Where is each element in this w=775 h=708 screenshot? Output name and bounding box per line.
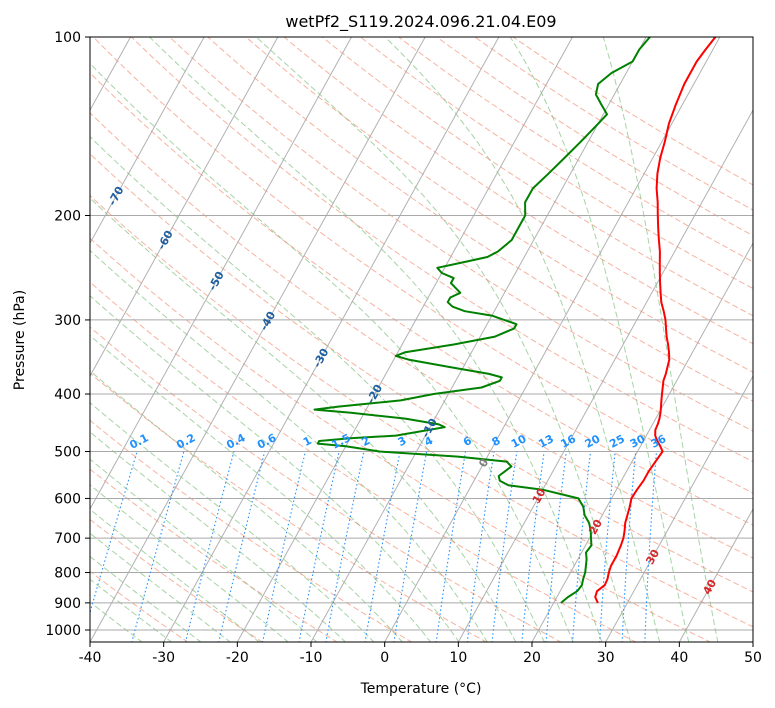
isotherm-line: [457, 109, 753, 642]
mixing-ratio-line: [521, 451, 545, 642]
mixing-ratio-line: [218, 451, 266, 642]
moist-adiabat-line: [90, 370, 403, 642]
mixing-ratio-label: 10: [509, 432, 529, 451]
y-tick-label: 500: [54, 444, 81, 460]
isotherm-line: [90, 37, 426, 642]
y-tick-label: 600: [54, 491, 81, 507]
dry-adiabat-line: [90, 281, 637, 642]
x-tick-label: -40: [79, 650, 102, 666]
dry-adiabat-line: [245, 37, 753, 373]
isotherm-line: [90, 37, 205, 245]
dry-adiabat-line: [512, 37, 753, 186]
pressure-gridlines: [90, 37, 753, 631]
x-tick-label: 50: [744, 650, 762, 666]
y-tick-label: 200: [54, 209, 81, 225]
mixing-ratio-line: [435, 451, 467, 642]
y-tick-label: 300: [54, 313, 81, 329]
mixing-ratio-label: 30: [628, 432, 648, 451]
mixing-ratio-line: [185, 451, 235, 642]
moist-adiabat-line: [602, 37, 719, 642]
mixing-ratio-line: [491, 451, 518, 642]
y-tick-label: 900: [54, 596, 81, 612]
moist-adiabat-line: [255, 37, 632, 642]
moist-adiabat-line: [90, 402, 375, 642]
isotherm-line: [531, 242, 753, 642]
isotherm-line: [384, 37, 721, 642]
y-tick-label: 1000: [45, 623, 81, 639]
x-tick-label: -10: [300, 650, 323, 666]
dry-adiabat-line: [90, 194, 753, 628]
x-tick-label: -20: [226, 650, 249, 666]
axes: -40 -30 -20 -10 0 10 20 30 40 50 100 200 300 400 500 60…: [45, 30, 762, 666]
moist-adiabat-line: [149, 37, 603, 642]
dry-adiabat-line: [90, 419, 413, 642]
dry-adiabat-line: [90, 326, 562, 642]
x-tick-label: 40: [670, 650, 688, 666]
mixing-ratio-line: [364, 451, 401, 642]
moist-adiabat-line: [90, 508, 260, 642]
moist-adiabat-line: [509, 37, 690, 642]
dry-adiabat-line: [90, 468, 338, 642]
x-tick-label: 0: [380, 650, 389, 666]
mixing-ratio-line: [393, 451, 428, 642]
mixing-ratio-line: [325, 451, 365, 642]
mixing-ratio-label: 36: [649, 432, 669, 451]
y-tick-label: 100: [54, 30, 81, 46]
y-tick-label: 800: [54, 566, 81, 582]
moist-adiabat-line: [90, 249, 488, 642]
isotherm-line: [678, 508, 753, 642]
mixing-ratio-line: [466, 451, 495, 642]
moist-adiabat-line: [90, 295, 460, 642]
isotherm-line: [163, 37, 500, 642]
x-tick-label: 20: [523, 650, 541, 666]
dry-adiabat-line: [90, 112, 753, 559]
mixing-ratio-label: 25: [607, 432, 627, 451]
y-tick-label: 700: [54, 531, 81, 547]
dry-adiabat-line: [321, 37, 753, 317]
x-tick-label: 30: [597, 650, 615, 666]
isotherm-line: [605, 375, 753, 642]
moist-adiabat-line: [90, 532, 231, 642]
dewpoint-trace: [313, 37, 651, 604]
moist-adiabat-line: [90, 197, 517, 642]
dry-adiabat-line: [283, 37, 753, 345]
dry-adiabats: [90, 37, 753, 642]
mixing-ratio-label: 16: [558, 432, 578, 451]
x-tick-label: -30: [152, 650, 175, 666]
mixing-ratio-line: [298, 451, 340, 642]
mixing-ratio-line: [131, 451, 185, 642]
mixing-ratio-label: 20: [583, 432, 603, 451]
plot-frame: [89, 36, 754, 643]
mixing-ratio-label: 13: [536, 432, 556, 451]
dry-adiabat-line: [90, 72, 753, 526]
mixing-ratio-line: [262, 451, 306, 642]
dry-adiabat-line: [90, 153, 753, 593]
plot-area: -100-90-80-70-60-50-40-30-20-10010203040…: [90, 37, 753, 642]
dry-adiabat-line: [169, 37, 753, 432]
moist-adiabat-line: [90, 431, 347, 642]
sounding-traces: [313, 37, 717, 604]
temperature-trace: [594, 37, 717, 604]
moist-adiabat-line: [90, 135, 545, 642]
moist-adiabats: [90, 37, 719, 642]
mixing-ratio-line: [545, 451, 567, 642]
isotherm-line: [90, 37, 352, 511]
dry-adiabat-line: [90, 518, 264, 642]
dry-adiabat-line: [90, 237, 712, 642]
x-axis-label: Temperature (°C): [360, 681, 482, 697]
dry-adiabat-line: [474, 37, 753, 211]
y-axis-label: Pressure (hPa): [12, 290, 28, 390]
x-tick-label: 10: [449, 650, 467, 666]
dry-adiabat-line: [131, 37, 753, 463]
isotherm-line: [236, 37, 573, 642]
dry-adiabat-line: [360, 37, 753, 290]
moist-adiabat-line: [90, 458, 318, 642]
moist-adiabat-line: [90, 334, 432, 642]
moist-adiabat-line: [90, 484, 289, 642]
y-tick-label: 400: [54, 387, 81, 403]
chart-title: wetPf2_S119.2024.096.21.04.E09: [285, 12, 556, 32]
isotherm-line: [90, 37, 279, 378]
